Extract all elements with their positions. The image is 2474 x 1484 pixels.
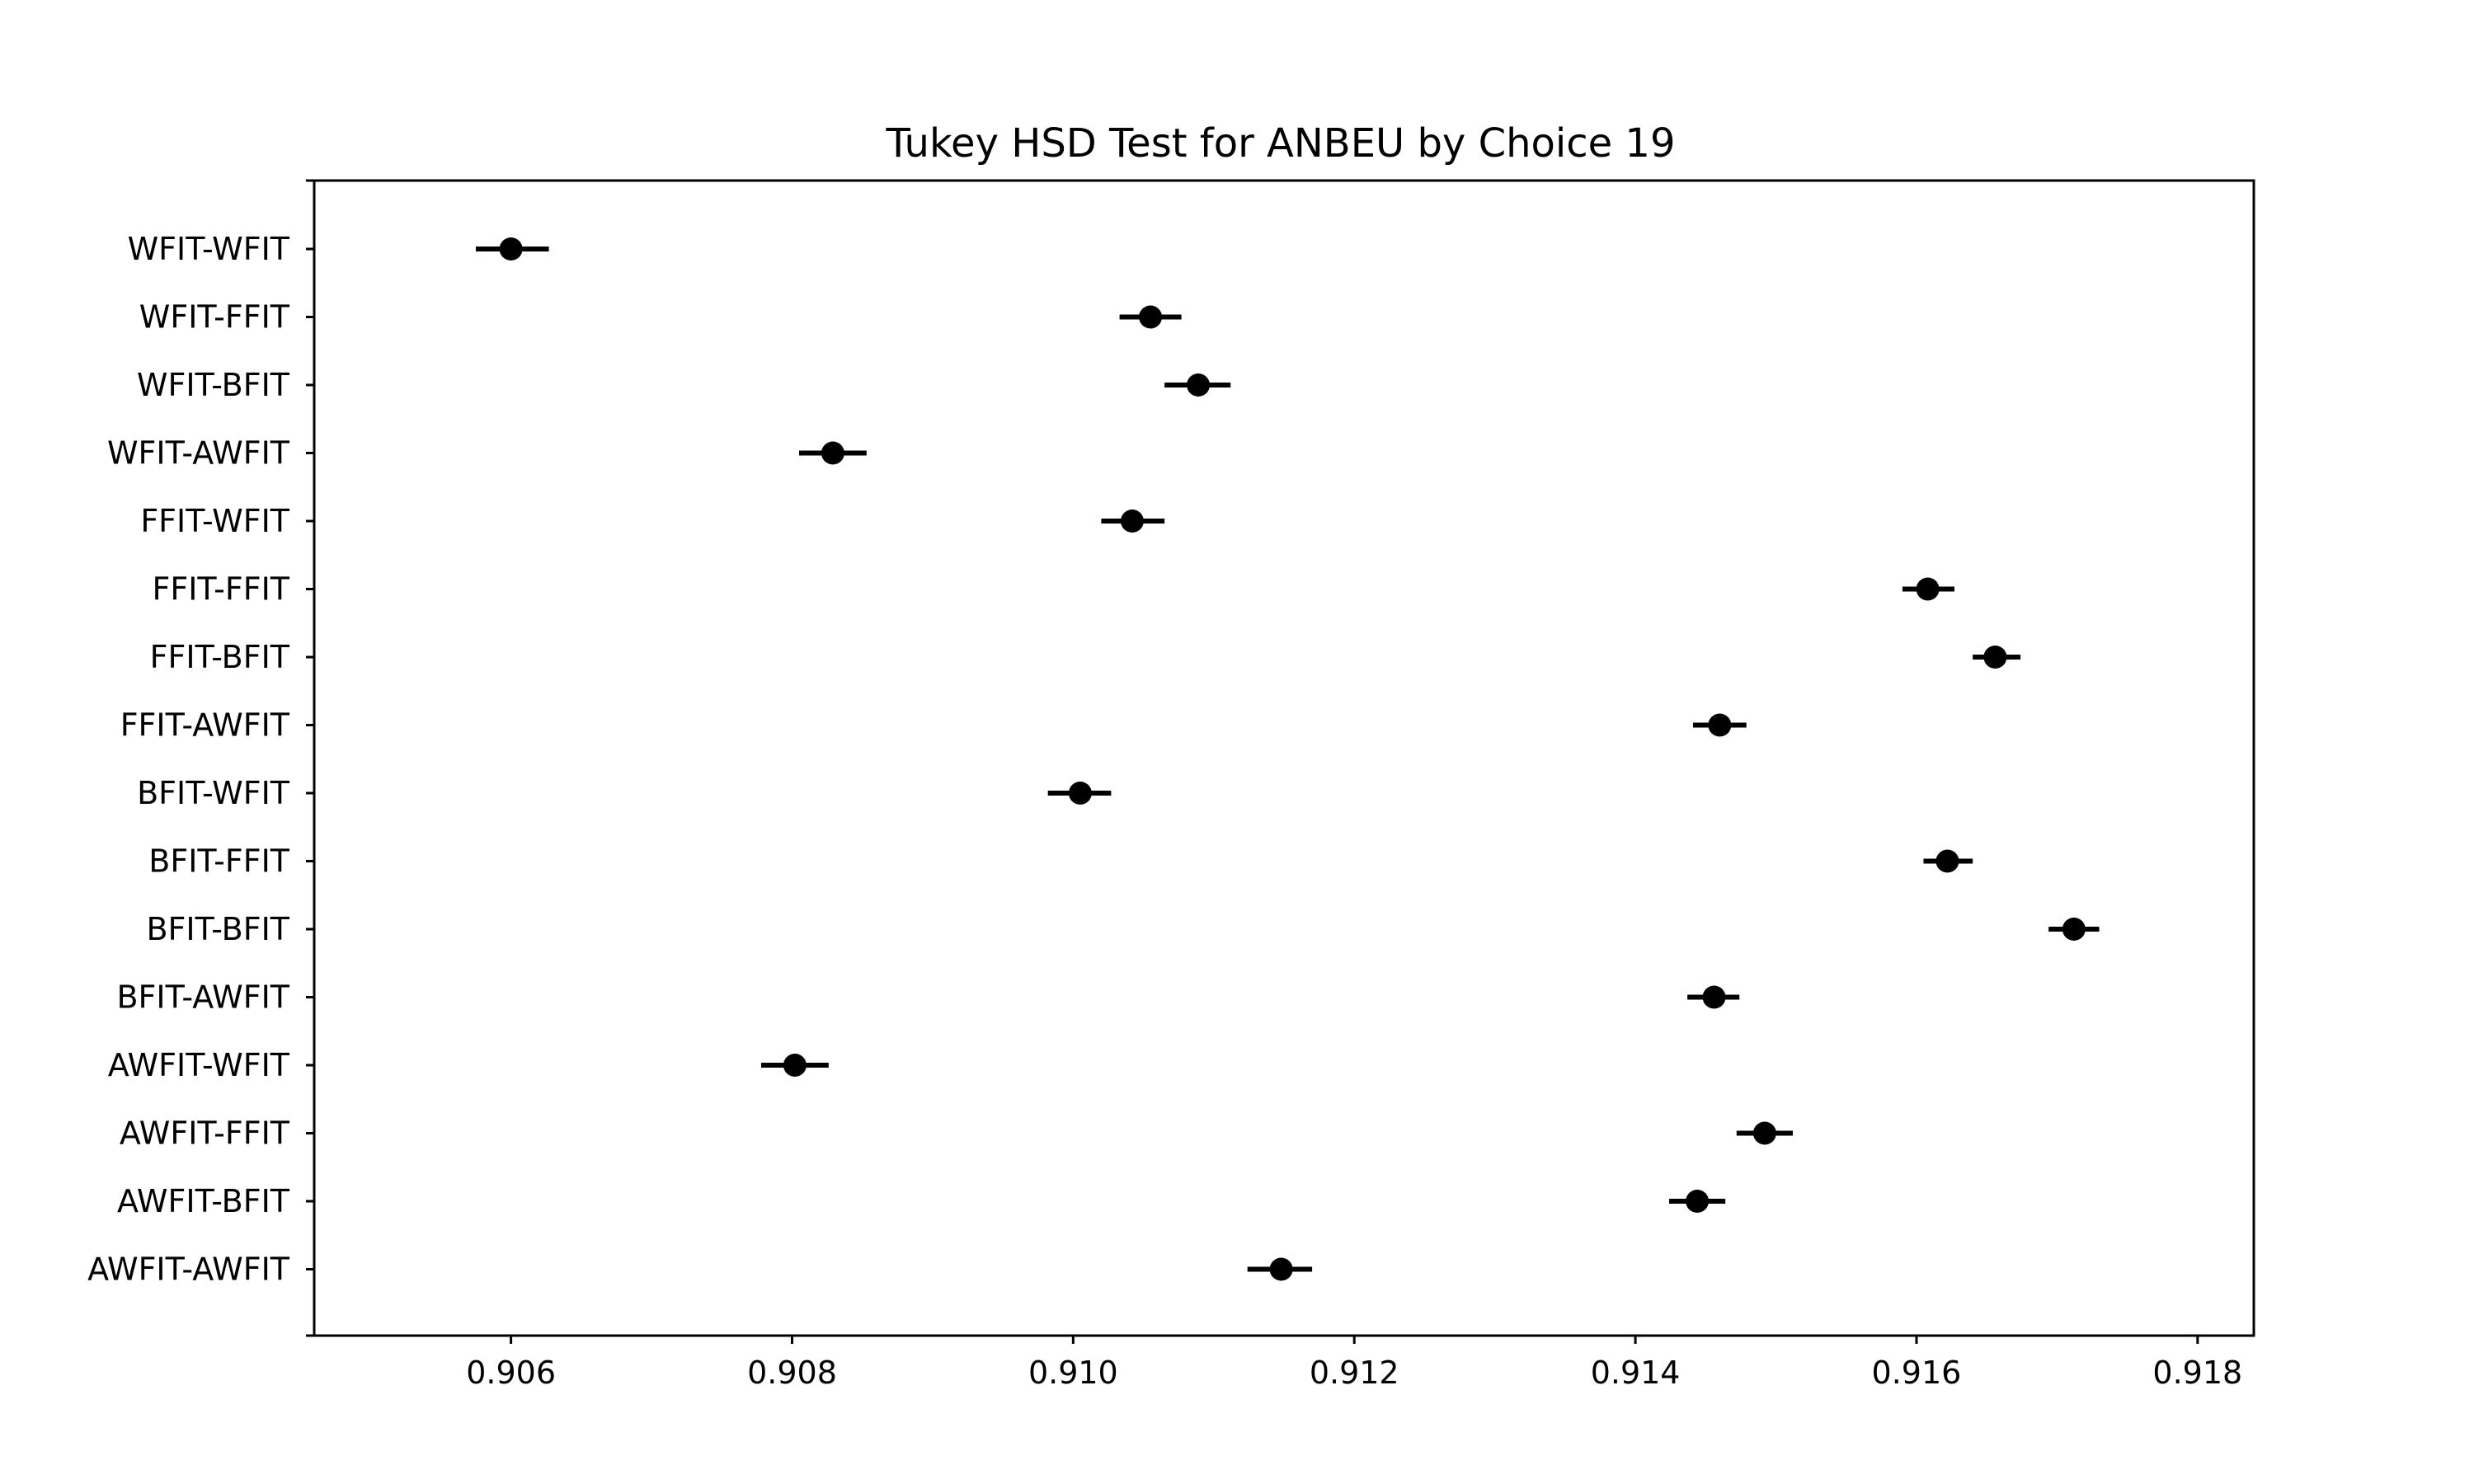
plot-area-frame: [313, 179, 2255, 1337]
mean-point: [1269, 1257, 1293, 1281]
plot-marks: [476, 237, 2100, 1281]
y-tick-label: AWFIT-WFIT: [108, 1047, 290, 1083]
mean-point: [1708, 713, 1732, 737]
y-tick-label: WFIT-BFIT: [137, 367, 290, 403]
y-tick-label: BFIT-AWFIT: [116, 979, 289, 1016]
y-tick-label: AWFIT-AWFIT: [87, 1252, 290, 1288]
y-tick-label: FFIT-WFIT: [140, 503, 289, 539]
mean-point: [1187, 373, 1211, 397]
x-tick-label: 0.908: [747, 1355, 837, 1391]
y-tick-label: FFIT-AWFIT: [120, 707, 290, 744]
x-axis: 0.906 0.908 0.910 0.912 0.914 0.916 0.918: [466, 1336, 2242, 1391]
mean-point: [1686, 1190, 1710, 1213]
y-tick-label: WFIT-WFIT: [128, 231, 290, 267]
mean-point: [1983, 646, 2007, 669]
x-tick-label: 0.912: [1310, 1355, 1399, 1391]
chart-title: Tukey HSD Test for ANBEU by Choice 19: [886, 120, 1676, 167]
mean-point: [1120, 510, 1144, 533]
y-tick-label: AWFIT-BFIT: [117, 1183, 290, 1219]
mean-point: [1935, 849, 1959, 873]
x-tick-label: 0.916: [1872, 1355, 1962, 1391]
y-tick-label: FFIT-FFIT: [153, 571, 290, 608]
mean-point: [783, 1054, 807, 1077]
mean-point: [2062, 918, 2086, 941]
x-tick-label: 0.910: [1028, 1355, 1118, 1391]
y-tick-label: WFIT-FFIT: [139, 299, 290, 336]
y-tick-label: BFIT-BFIT: [146, 911, 289, 947]
x-tick-label: 0.906: [466, 1355, 556, 1391]
mean-point: [499, 237, 523, 261]
y-tick-label: AWFIT-FFIT: [120, 1115, 290, 1152]
y-axis: WFIT-WFIT WFIT-FFIT WFIT-BFIT WFIT-AWFIT FFI…: [87, 179, 314, 1337]
x-tick-label: 0.918: [2152, 1355, 2242, 1391]
x-tick-label: 0.914: [1591, 1355, 1681, 1391]
y-tick-label: BFIT-FFIT: [148, 843, 289, 880]
mean-point: [1916, 577, 1940, 601]
mean-point: [1068, 782, 1092, 805]
mean-point: [1702, 985, 1726, 1009]
y-tick-label: BFIT-WFIT: [137, 775, 290, 811]
y-tick-label: WFIT-AWFIT: [107, 435, 290, 472]
mean-point: [821, 441, 844, 465]
mean-point: [1752, 1121, 1776, 1145]
mean-point: [1139, 305, 1163, 329]
y-tick-label: FFIT-BFIT: [150, 639, 290, 675]
